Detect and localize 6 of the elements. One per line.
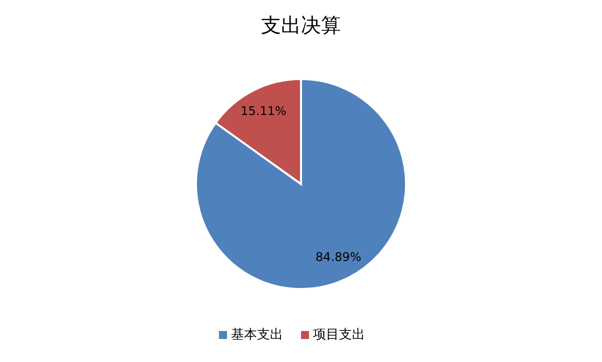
data-label: 84.89% [316,250,362,264]
data-label: 15.11% [240,104,286,118]
pie-slice [195,78,407,290]
legend-label: 项目支出 [313,328,365,342]
chart-title: 支出决算 [261,13,341,37]
legend-label: 基本支出 [231,328,283,342]
